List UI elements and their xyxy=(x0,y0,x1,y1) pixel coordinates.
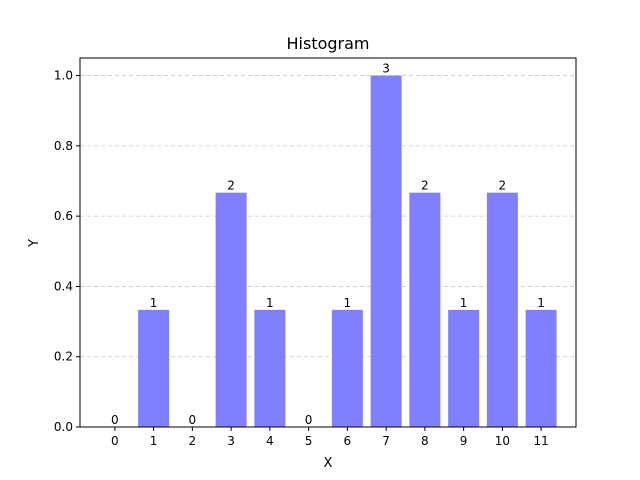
x-tick-label-3: 3 xyxy=(227,434,235,448)
bar-9 xyxy=(448,309,480,427)
y-tick-label-2: 0.4 xyxy=(54,279,73,293)
y-tick-label-1: 0.2 xyxy=(54,350,73,364)
y-tick-label-0: 0.0 xyxy=(54,420,73,434)
x-tick-label-0: 0 xyxy=(111,434,119,448)
data-label-2: 0 xyxy=(189,413,197,427)
axes: 0 1 2 3 4 5 6 7 8 9 10 110.00.20.40.60.81.0 xyxy=(54,57,577,448)
y-tick-label-3: 0.6 xyxy=(54,209,73,223)
x-tick-label-1: 1 xyxy=(150,434,158,448)
x-axis-label: X xyxy=(324,456,333,471)
data-label-11: 1 xyxy=(537,296,545,310)
bar-7 xyxy=(370,75,402,428)
x-tick-label-5: 5 xyxy=(305,434,313,448)
data-label-1: 1 xyxy=(150,296,158,310)
data-label-4: 1 xyxy=(266,296,274,310)
y-axis-label: Y xyxy=(27,239,42,248)
x-tick-label-4: 4 xyxy=(266,434,274,448)
data-label-8: 2 xyxy=(421,179,429,193)
y-tick-label-5: 1.0 xyxy=(54,69,73,83)
data-label-10: 2 xyxy=(499,179,507,193)
x-tick-label-8: 8 xyxy=(421,434,429,448)
x-tick-label-9: 9 xyxy=(460,434,468,448)
bar-11 xyxy=(525,309,557,427)
bars xyxy=(138,75,557,428)
x-tick-label-7: 7 xyxy=(382,434,390,448)
x-tick-label-6: 6 xyxy=(344,434,352,448)
y-tick-label-4: 0.8 xyxy=(54,139,73,153)
data-label-0: 0 xyxy=(111,413,119,427)
x-tick-label-11: 11 xyxy=(533,434,548,448)
data-label-5: 0 xyxy=(305,413,313,427)
bar-10 xyxy=(486,192,518,427)
bar-3 xyxy=(215,192,247,427)
data-label-7: 3 xyxy=(382,62,390,76)
bar-6 xyxy=(331,309,363,427)
data-label-6: 1 xyxy=(344,296,352,310)
bar-1 xyxy=(138,309,170,427)
data-labels: 0 1 0 2 1 0 1 3 2 1 2 1 xyxy=(111,62,545,427)
x-tick-label-2: 2 xyxy=(189,434,197,448)
data-label-3: 2 xyxy=(227,179,235,193)
plot-frame xyxy=(79,57,577,428)
bar-8 xyxy=(409,192,441,427)
data-label-9: 1 xyxy=(460,296,468,310)
chart-title: Histogram xyxy=(287,34,370,53)
bar-4 xyxy=(254,309,286,427)
x-tick-label-10: 10 xyxy=(495,434,510,448)
